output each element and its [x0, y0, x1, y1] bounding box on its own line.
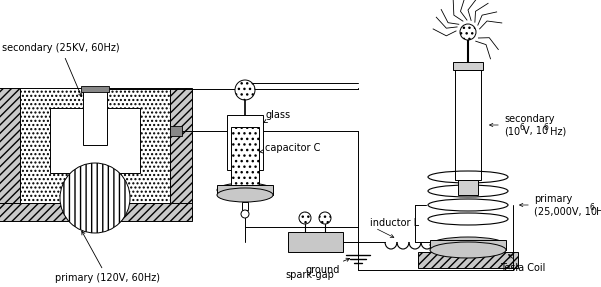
Bar — [453, 62, 483, 70]
Bar — [170, 88, 192, 203]
Bar — [217, 185, 273, 195]
Bar — [418, 252, 518, 268]
Circle shape — [319, 212, 331, 224]
Bar — [455, 70, 481, 180]
Text: secondary (25KV, 60Hz): secondary (25KV, 60Hz) — [2, 43, 120, 97]
Bar — [288, 232, 343, 252]
Circle shape — [60, 163, 130, 233]
Circle shape — [460, 24, 476, 40]
Circle shape — [299, 212, 311, 224]
Text: 6: 6 — [519, 123, 524, 133]
Text: Hz): Hz) — [547, 126, 566, 136]
Bar — [0, 88, 20, 203]
Ellipse shape — [430, 242, 506, 258]
Text: inductor L: inductor L — [370, 218, 419, 228]
Text: Hz): Hz) — [593, 206, 601, 216]
Circle shape — [235, 80, 255, 100]
Text: Tesla Coil: Tesla Coil — [500, 255, 545, 273]
Ellipse shape — [217, 183, 273, 197]
Bar — [81, 86, 109, 92]
Bar — [231, 127, 259, 185]
Bar — [0, 203, 192, 221]
Text: (25,000V, 10: (25,000V, 10 — [534, 206, 597, 216]
Bar — [430, 240, 506, 250]
Circle shape — [241, 210, 249, 218]
Bar — [20, 88, 170, 203]
Text: primary: primary — [534, 194, 572, 204]
Bar — [83, 90, 107, 145]
Text: (10: (10 — [504, 126, 520, 136]
Text: ground: ground — [306, 258, 350, 275]
Text: 6: 6 — [589, 203, 594, 212]
Text: spark-gap: spark-gap — [285, 270, 334, 280]
Text: glass: glass — [263, 110, 290, 123]
Text: primary (120V, 60Hz): primary (120V, 60Hz) — [55, 231, 160, 283]
Text: secondary: secondary — [504, 114, 555, 124]
Bar — [227, 115, 263, 170]
Text: capacitor C: capacitor C — [260, 143, 320, 153]
Bar — [242, 202, 248, 210]
Ellipse shape — [217, 188, 273, 202]
Ellipse shape — [430, 237, 506, 253]
Text: V, 10: V, 10 — [523, 126, 548, 136]
Bar — [458, 180, 478, 195]
Bar — [50, 108, 140, 173]
Bar — [170, 126, 182, 136]
Text: 6: 6 — [543, 123, 548, 133]
